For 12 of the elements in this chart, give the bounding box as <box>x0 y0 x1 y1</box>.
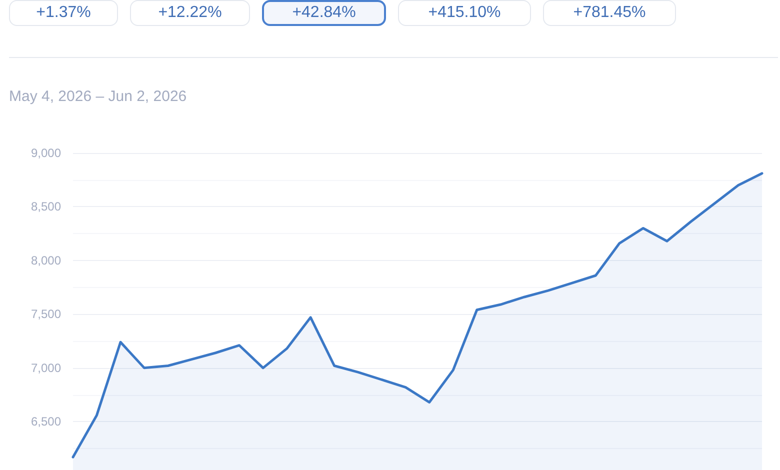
y-tick-label: 7,500 <box>30 307 62 322</box>
tab-button: +42.84% <box>262 0 386 26</box>
tab-button: +1.37% <box>9 0 118 26</box>
tab-button: +415.10% <box>398 0 531 26</box>
tab-button: +781.45% <box>543 0 676 26</box>
y-tick-label: 6,500 <box>30 414 62 429</box>
y-tick-label: 8,000 <box>30 253 62 268</box>
y-tick-label: 7,000 <box>30 360 62 375</box>
y-tick-label: 8,500 <box>30 200 62 214</box>
chart-subtitle: May 4, 2026 – Jun 2, 2026 <box>9 88 187 106</box>
y-tick-label: 9,000 <box>30 146 62 160</box>
tab-button: +12.22% <box>130 0 250 26</box>
